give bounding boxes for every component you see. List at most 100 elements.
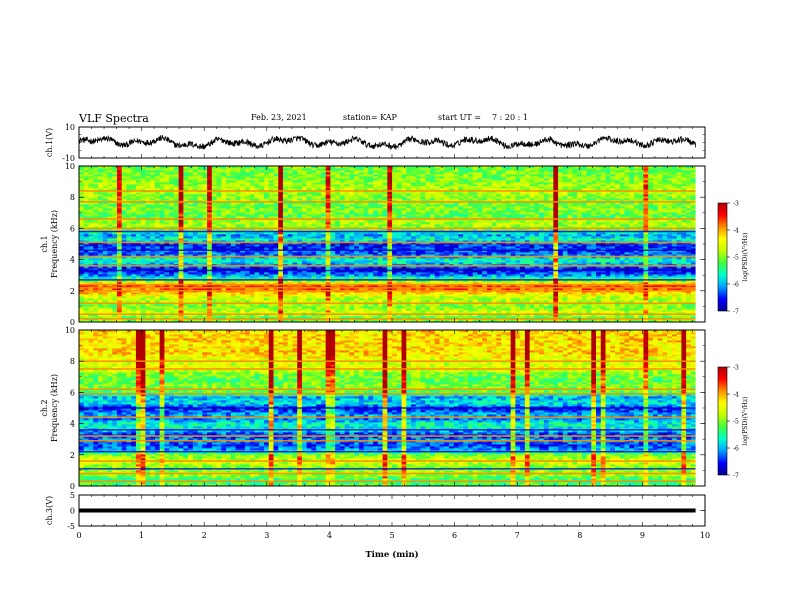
spectrogram-cell bbox=[633, 300, 640, 303]
spectrogram-cell bbox=[112, 294, 118, 297]
spectrogram-cell bbox=[211, 294, 217, 297]
spectrogram-cell bbox=[259, 316, 265, 319]
spectrogram-cell bbox=[667, 320, 673, 323]
spectrogram-cell bbox=[145, 312, 151, 315]
spectrogram-cell bbox=[235, 298, 241, 301]
spectrogram-cell bbox=[624, 296, 630, 299]
spectrogram-cell bbox=[448, 314, 455, 317]
spectrogram-cell bbox=[558, 304, 564, 307]
spectrogram-cell bbox=[263, 292, 270, 295]
spectrogram-cell bbox=[529, 300, 535, 303]
spectrogram-cell bbox=[150, 308, 156, 311]
spectrogram-cell bbox=[515, 314, 521, 317]
spectrogram-cell bbox=[581, 314, 587, 317]
spectrogram-cell bbox=[131, 310, 137, 313]
spectrogram-cell bbox=[278, 292, 284, 295]
spectrogram-cell bbox=[529, 298, 535, 301]
spectrogram-cell bbox=[467, 316, 474, 319]
spectrogram-cell bbox=[282, 294, 289, 297]
spectrogram-cell bbox=[131, 306, 137, 309]
spectrogram-cell bbox=[596, 316, 602, 319]
spectrogram-cell bbox=[135, 310, 142, 313]
spectrogram-cell bbox=[159, 300, 165, 303]
spectrogram-cell bbox=[226, 294, 232, 297]
spectrogram-cell bbox=[311, 316, 317, 319]
spectrogram-cell bbox=[524, 296, 530, 299]
spectrogram-cell bbox=[197, 296, 203, 299]
spectrogram-cell bbox=[93, 314, 99, 317]
spectrogram-cell bbox=[240, 306, 246, 309]
spectrogram-cell bbox=[339, 292, 346, 295]
spectrogram-cell bbox=[335, 312, 341, 315]
spectrogram-cell bbox=[339, 310, 346, 313]
spectrogram-cell bbox=[411, 320, 417, 323]
spectrogram-cell bbox=[581, 294, 587, 297]
spectrogram-cell bbox=[235, 304, 241, 307]
spectrogram-cell bbox=[311, 312, 317, 315]
spectrogram-cell bbox=[188, 300, 194, 303]
spectrogram-cell bbox=[567, 296, 573, 299]
spectrogram-cell bbox=[240, 292, 246, 295]
spectrogram-cell bbox=[387, 304, 393, 307]
spectrogram-cell bbox=[135, 308, 142, 311]
spectrogram-cell bbox=[581, 316, 587, 319]
spectrogram-cell bbox=[154, 304, 161, 307]
spectrogram-cell bbox=[373, 316, 379, 319]
spectrogram-cell bbox=[344, 314, 350, 317]
spectrogram-cell bbox=[316, 310, 322, 313]
spectrogram-cell bbox=[676, 304, 682, 307]
spectrogram-cell bbox=[401, 320, 407, 323]
spectrogram-cell bbox=[638, 314, 644, 317]
spectrogram-cell bbox=[325, 314, 331, 317]
spectrogram-cell bbox=[690, 310, 697, 313]
spectrogram-cell bbox=[368, 314, 374, 317]
spectrogram-cell bbox=[453, 298, 459, 301]
spectrogram-cell bbox=[344, 308, 350, 311]
spectrogram-cell bbox=[667, 310, 673, 313]
spectrogram-cell bbox=[112, 300, 118, 303]
ch1-y-ticks: 10-10 bbox=[62, 123, 705, 163]
spectrogram-cell bbox=[93, 312, 99, 315]
spectrogram-cell bbox=[392, 298, 398, 301]
spectrogram-cell bbox=[249, 314, 255, 317]
spectrogram-cell bbox=[169, 314, 175, 317]
spectrogram-cell bbox=[135, 292, 142, 295]
spectrogram-cell bbox=[638, 316, 644, 319]
spectrogram-cell bbox=[330, 314, 336, 317]
spectrogram-cell bbox=[406, 292, 412, 295]
spectrogram-cell bbox=[581, 320, 587, 323]
spectrogram-cell bbox=[230, 304, 236, 307]
spectrogram-cell bbox=[662, 310, 668, 313]
spectrogram-cell bbox=[614, 316, 621, 319]
spectrogram-cell bbox=[586, 306, 592, 309]
spectrogram-cell bbox=[311, 298, 317, 301]
spectrogram-cell bbox=[681, 308, 687, 311]
spectrogram-cell bbox=[116, 312, 123, 315]
spectrogram-cell bbox=[591, 306, 597, 309]
spectrogram-cell bbox=[306, 310, 312, 313]
spectrogram-cell bbox=[316, 320, 322, 323]
spectrogram-cell bbox=[515, 320, 521, 323]
spectrogram-cell bbox=[335, 304, 341, 307]
spectrogram-cell bbox=[401, 310, 407, 313]
spectrogram-cell bbox=[453, 304, 459, 307]
spectrogram-cell bbox=[268, 316, 274, 319]
spectrogram-cell bbox=[434, 296, 440, 299]
spectrogram-cell bbox=[543, 296, 549, 299]
spectrogram-cell bbox=[173, 300, 179, 303]
spectrogram-cell bbox=[392, 308, 398, 311]
spectrogram-cell bbox=[448, 310, 455, 313]
spectrogram-cell bbox=[211, 314, 217, 317]
spectrogram-cell bbox=[230, 312, 236, 315]
spectrogram-cell bbox=[349, 304, 355, 307]
spectrogram-cell bbox=[93, 316, 99, 319]
spectrogram-cell bbox=[320, 308, 327, 311]
spectrogram-cell bbox=[429, 312, 436, 315]
spectrogram-cell bbox=[482, 298, 488, 301]
spectrogram-cell bbox=[396, 294, 402, 297]
spectrogram-cell bbox=[690, 314, 697, 317]
spectrogram-cell bbox=[197, 310, 203, 313]
spectrogram-cell bbox=[463, 304, 469, 307]
spectrogram-cell bbox=[610, 298, 616, 301]
